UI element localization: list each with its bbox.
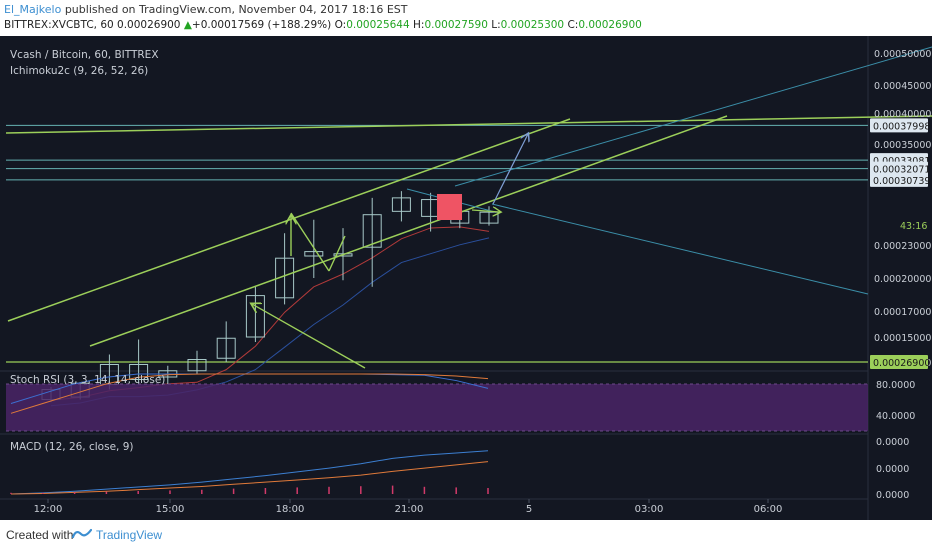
low-value: 0.00025300 — [500, 19, 565, 31]
channel-lower-line — [89, 115, 728, 347]
price-label-3: 0.00030739 — [873, 176, 930, 187]
macd-tick-label-0: 0.0000 — [876, 437, 909, 448]
ohlc-header: BITTREX:XVCBTC, 60 0.00026900 ▲+0.000175… — [4, 19, 642, 31]
chart-svg[interactable]: 0.00050000 0.00045000 0.00040000 0.00035000… — [0, 36, 932, 520]
symbol-text: BITTREX:XVCBTC, 60 — [4, 19, 114, 31]
price-label-1: 0.00033081 — [873, 156, 930, 167]
candle-body-5 — [187, 359, 207, 372]
highlight-block — [437, 194, 462, 220]
price-label-bg-3 — [870, 172, 928, 187]
candle-body-12 — [391, 197, 411, 212]
macd-series-1 — [10, 461, 489, 495]
price-label-bg-0 — [870, 118, 928, 133]
price-tick-label-6: 0.00017000 — [874, 307, 931, 318]
stoch-series-1 — [10, 373, 489, 414]
macd-tick-label-1: 0.0000 — [876, 464, 909, 475]
created-with-text: Created with — [6, 528, 74, 542]
ichimoku-label: Ichimoku2c (9, 26, 52, 26) — [10, 65, 148, 77]
countdown-label: 43:16 — [900, 221, 927, 232]
tradingview-logo-icon — [72, 528, 92, 539]
candle-body-15 — [479, 211, 499, 224]
price-tick-label-0: 0.00050000 — [874, 49, 931, 60]
wave-arrow-down — [290, 212, 330, 272]
tradingview-brand[interactable]: TradingView — [96, 528, 163, 542]
stoch-tick-label-0: 80.0000 — [876, 380, 915, 391]
chart-background — [0, 36, 932, 520]
footer: Created with TradingView — [0, 520, 932, 550]
wave-arrow-up — [328, 235, 346, 272]
candle-body-8 — [275, 257, 295, 299]
publish-header: El_Majkelo published on TradingView.com,… — [4, 3, 408, 16]
long-resistance-line — [5, 115, 932, 134]
price-label-2: 0.00032071 — [873, 165, 930, 176]
projection-down-line — [491, 203, 869, 295]
macd-tick-label-2: 0.0000 — [876, 490, 909, 501]
price-label-0: 0.00037998 — [873, 121, 930, 132]
time-tick-label-2: 18:00 — [276, 504, 305, 515]
candle-body-10 — [333, 253, 353, 257]
time-tick-label-3: 21:00 — [395, 504, 424, 515]
time-tick-label-1: 15:00 — [156, 504, 185, 515]
change-text: +0.00017569 (+188.29%) — [191, 19, 332, 31]
price-tick-label-4: 0.00023000 — [874, 241, 931, 252]
last-price: 0.00026900 — [117, 19, 181, 31]
price-tick-label-3: 0.00035000 — [874, 140, 931, 151]
high-label: H: — [413, 19, 425, 31]
time-tick-label-5: 03:00 — [635, 504, 664, 515]
price-label-bg-4 — [870, 355, 928, 369]
candle-body-11 — [362, 214, 382, 248]
price-label-bg-2 — [870, 161, 928, 176]
close-value: 0.00026900 — [578, 19, 642, 31]
close-label: C: — [567, 19, 579, 31]
candle-body-9 — [304, 251, 324, 257]
chart-area[interactable]: 0.00050000 0.00045000 0.00040000 0.00035000… — [0, 36, 932, 520]
time-tick-label-6: 06:00 — [754, 504, 783, 515]
macd-title: MACD (12, 26, close, 9) — [10, 441, 133, 453]
candle-body-7 — [245, 295, 265, 338]
candle-body-3 — [129, 364, 149, 380]
pointer-arrow — [252, 304, 366, 369]
price-tick-label-5: 0.00020000 — [874, 274, 931, 285]
stoch-tick-label-1: 40.0000 — [876, 411, 915, 422]
stoch-title: Stoch RSI (3, 3, 14, 14, close) — [10, 374, 165, 386]
small-arrow-right — [471, 210, 500, 212]
stoch-band — [6, 384, 868, 431]
candle-body-6 — [216, 337, 236, 359]
macd-series-0 — [10, 450, 489, 495]
published-text: published on TradingView.com, November 0… — [61, 3, 408, 16]
open-label: O: — [334, 19, 347, 31]
price-tick-label-1: 0.00045000 — [874, 81, 931, 92]
time-tick-label-4: 5 — [526, 504, 532, 515]
target-arrow — [492, 134, 528, 205]
price-tick-label-2: 0.00040000 — [874, 109, 931, 120]
author-link[interactable]: El_Majkelo — [4, 3, 62, 16]
price-tick-label-7: 0.00015000 — [874, 333, 931, 344]
up-arrow-icon: ▲ — [183, 19, 192, 31]
main-chart-title: Vcash / Bitcoin, 60, BITTREX — [10, 49, 159, 61]
price-label-4: 0.00026900 — [873, 358, 930, 369]
projection-up-line — [454, 46, 932, 187]
time-tick-label-0: 12:00 — [34, 504, 63, 515]
low-label: L: — [491, 19, 501, 31]
high-value: 0.00027590 — [424, 19, 488, 31]
open-value: 0.00025644 — [346, 19, 410, 31]
